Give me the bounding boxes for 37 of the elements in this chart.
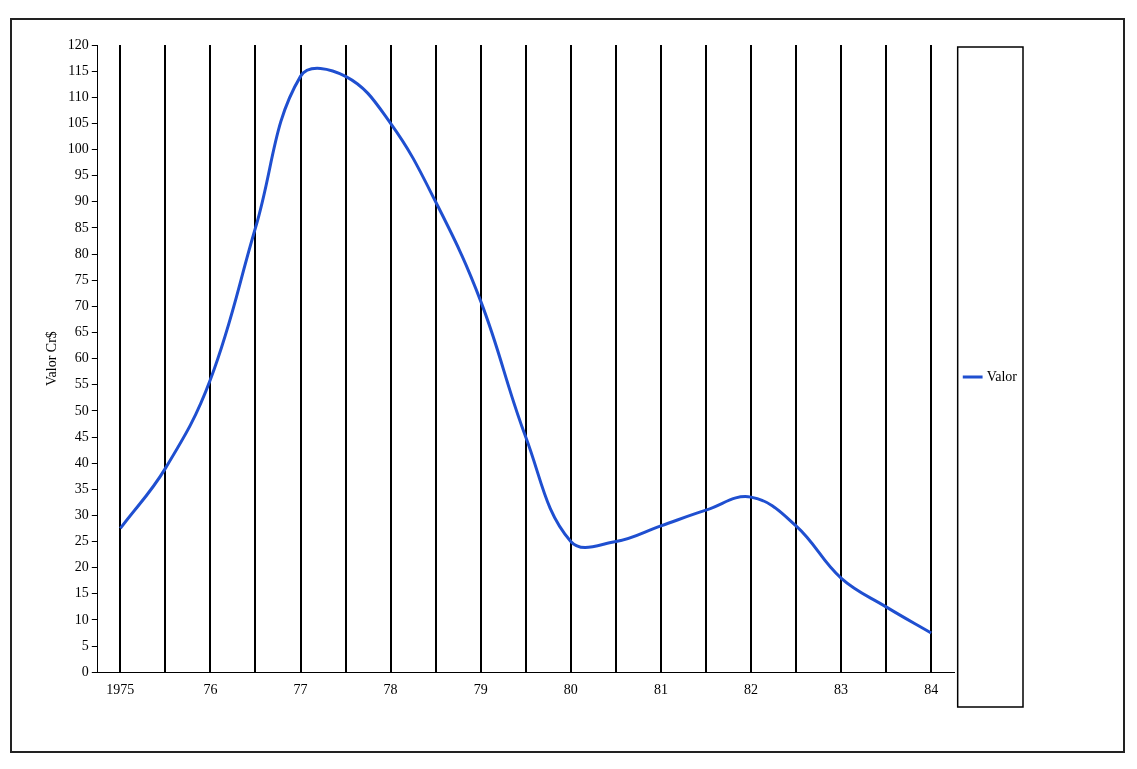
y-tick-label: 75 [74, 271, 89, 287]
y-tick-label: 10 [74, 611, 89, 627]
y-tick-label: 95 [74, 167, 89, 183]
y-tick-label: 0 [81, 663, 89, 679]
y-tick-label: 105 [67, 115, 89, 131]
x-tick-label: 84 [924, 682, 939, 698]
y-tick-label: 50 [74, 402, 89, 418]
x-tick-label: 76 [203, 682, 218, 698]
y-tick-label: 15 [74, 585, 89, 601]
y-tick-label: 90 [74, 193, 89, 209]
y-tick-label: 120 [67, 36, 89, 52]
x-tick-label: 78 [383, 682, 398, 698]
x-tick-label: 81 [653, 682, 668, 698]
y-tick-label: 35 [74, 480, 89, 496]
y-tick-label: 5 [81, 637, 89, 653]
y-tick-label: 70 [74, 298, 89, 314]
x-tick-label: 77 [293, 682, 308, 698]
y-tick-label: 55 [74, 376, 89, 392]
y-tick-label: 65 [74, 324, 89, 340]
y-tick-label: 60 [74, 350, 89, 366]
y-tick-label: 30 [74, 507, 89, 523]
y-tick-label: 85 [74, 219, 89, 235]
y-tick-label: 45 [74, 428, 89, 444]
x-tick-label: 1975 [106, 682, 135, 698]
y-tick-label: 110 [68, 88, 89, 104]
y-tick-label: 115 [68, 62, 89, 78]
x-tick-label: 82 [743, 682, 758, 698]
y-tick-label: 80 [74, 245, 89, 261]
y-tick-label: 20 [74, 559, 89, 575]
y-tick-label: 100 [67, 141, 89, 157]
y-tick-label: 40 [74, 454, 89, 470]
x-tick-label: 79 [473, 682, 488, 698]
legend-label: Valor [986, 368, 1018, 384]
y-tick-label: 25 [74, 533, 89, 549]
y-axis-title: Valor Cr$ [44, 331, 60, 387]
x-tick-label: 80 [563, 682, 578, 698]
x-tick-label: 83 [834, 682, 849, 698]
